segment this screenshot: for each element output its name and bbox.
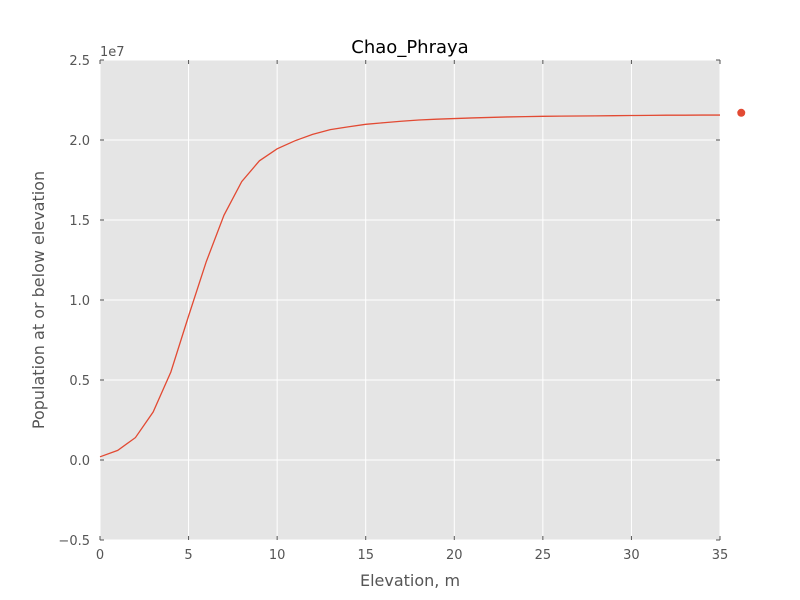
y-tick-label: 2.0 [69,134,90,149]
y-axis-label: Population at or below elevation [29,171,48,429]
y-tick-label: 0.0 [69,454,90,469]
series-line [99,114,720,458]
x-tick-label: 15 [357,548,374,563]
x-tick-label: 5 [184,548,192,563]
y-tick-labels: −0.5 0.0 0.5 1.0 1.5 2.0 2.5 [58,54,90,549]
x-tick-label: 25 [535,548,552,563]
y-tick-label: 0.5 [69,374,90,389]
y-tick-label: 1.0 [69,294,90,309]
y-tick-label: 1.5 [69,214,90,229]
chart-title: Chao_Phraya [351,37,468,58]
x-tick-label: 35 [712,548,729,563]
y-tick-label: 2.5 [69,54,90,69]
y-axis-offset-label: 1e7 [100,45,125,60]
series-group [99,108,746,458]
x-tick-labels: 0 5 10 15 20 25 30 35 [96,548,728,563]
x-tick-label: 20 [446,548,463,563]
y-tick-label: −0.5 [58,534,90,549]
x-tick-label: 10 [269,548,286,563]
x-axis-label: Elevation, m [360,571,460,590]
outlier-point [737,108,746,117]
x-tick-label: 30 [623,548,640,563]
x-tick-label: 0 [96,548,104,563]
tick-marks [99,59,721,541]
